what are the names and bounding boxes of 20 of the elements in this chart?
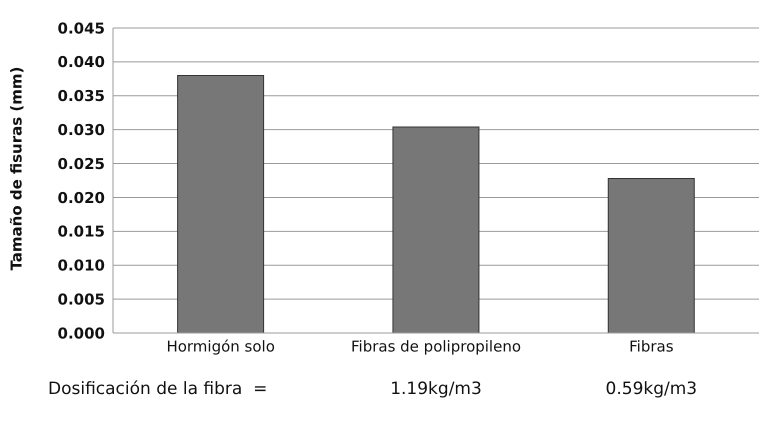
y-tick-label: 0.040	[58, 53, 105, 72]
y-tick-label: 0.000	[58, 324, 105, 342]
text: Dosificación de la fibra =	[48, 379, 268, 399]
text: 1.19kg/m3	[390, 379, 482, 399]
x-tick-label: Hormigón solo	[166, 338, 275, 356]
bar	[608, 178, 695, 333]
y-tick-label: 0.045	[58, 19, 105, 38]
bar	[177, 74, 264, 333]
y-tick-label: 0.010	[58, 256, 105, 275]
y-tick-label: 0.005	[58, 290, 105, 308]
y-tick-label: 0.020	[58, 188, 105, 207]
y-axis-title: Tamaño de fisuras (mm)	[7, 66, 26, 270]
y-tick-label: 0.030	[58, 120, 105, 139]
y-tick-label: 0.025	[58, 154, 105, 173]
y-tick-label: 0.015	[58, 222, 105, 241]
x-tick-label: Fibras	[629, 338, 674, 356]
y-tick-label: 0.035	[58, 87, 105, 106]
text: 0.59kg/m3	[606, 379, 698, 399]
x-tick-label: Fibras de polipropileno	[350, 338, 522, 356]
bar	[392, 126, 480, 333]
